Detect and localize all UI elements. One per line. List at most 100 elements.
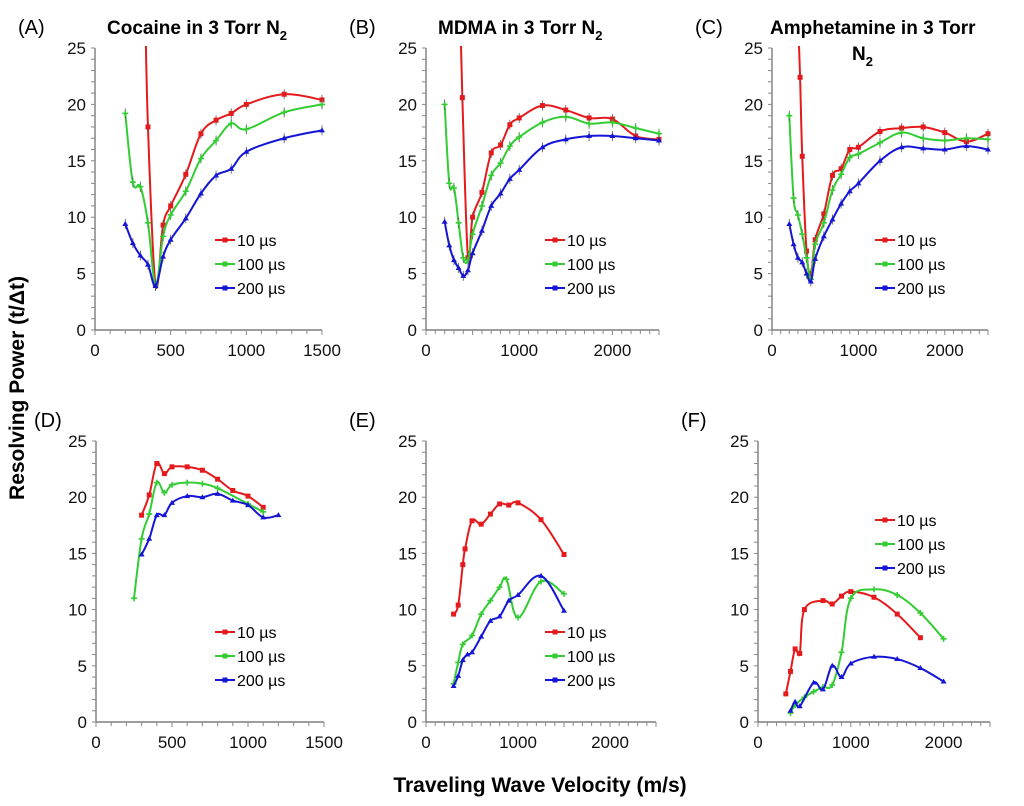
data-point xyxy=(561,552,567,558)
data-point xyxy=(808,271,814,277)
series-line xyxy=(133,480,264,599)
data-point xyxy=(829,172,835,178)
data-point xyxy=(146,492,152,498)
data-point xyxy=(469,250,476,256)
data-point xyxy=(799,153,805,159)
legend-entry: 10 µs xyxy=(545,625,606,642)
x-tick-label: 2000 xyxy=(593,341,631,360)
legend-entry: 10 µs xyxy=(875,233,936,250)
legend-marker xyxy=(222,677,228,683)
legend-label: 10 µs xyxy=(897,233,936,250)
legend-marker xyxy=(222,629,228,635)
data-point xyxy=(464,267,471,273)
panel-title: Amphetamine in 3 Torr xyxy=(770,18,976,39)
y-tick-label: 25 xyxy=(398,432,417,451)
data-point xyxy=(656,137,662,143)
data-point xyxy=(214,490,221,496)
series-10s xyxy=(459,46,662,264)
y-tick-label: 20 xyxy=(744,95,763,114)
y-tick-label: 15 xyxy=(744,152,763,171)
data-point xyxy=(507,122,513,128)
legend-marker xyxy=(552,653,558,659)
data-point xyxy=(855,144,861,150)
legend-label: 100 µs xyxy=(237,649,285,666)
x-tick-label: 1500 xyxy=(305,733,343,752)
data-point xyxy=(855,180,862,186)
data-point xyxy=(898,144,905,150)
panel-title-main: Cocaine in 3 Torr N xyxy=(107,18,280,39)
legend-marker xyxy=(222,261,228,267)
y-tick-label: 10 xyxy=(744,208,763,227)
data-point xyxy=(515,500,521,506)
legend-marker xyxy=(552,285,558,291)
data-point xyxy=(228,110,234,116)
data-point xyxy=(470,214,476,220)
data-point xyxy=(478,227,485,233)
series-10s xyxy=(797,46,991,279)
data-point xyxy=(505,597,512,603)
data-point xyxy=(469,518,475,524)
data-point xyxy=(829,216,836,222)
x-tick-label: 2000 xyxy=(925,733,963,752)
legend-entry: 10 µs xyxy=(215,233,276,250)
data-point xyxy=(479,189,485,195)
data-point xyxy=(182,215,189,221)
data-point xyxy=(183,171,189,177)
data-point xyxy=(506,502,512,508)
data-point xyxy=(838,200,845,206)
data-point xyxy=(131,595,137,602)
x-tick-label: 0 xyxy=(767,341,776,360)
data-point xyxy=(820,598,826,604)
x-tick-label: 1000 xyxy=(227,341,265,360)
data-point xyxy=(281,135,288,141)
series-line xyxy=(459,46,660,264)
data-point xyxy=(540,103,545,109)
data-point xyxy=(586,120,593,127)
data-point xyxy=(243,101,249,107)
y-axis-label: Resolving Power (t/Δt) xyxy=(6,276,29,500)
legend-marker xyxy=(222,653,228,659)
x-tick-label: 1000 xyxy=(229,733,267,752)
data-point xyxy=(787,707,794,713)
data-point xyxy=(871,594,877,600)
data-point xyxy=(138,551,145,557)
series-200s xyxy=(450,572,567,689)
data-point xyxy=(487,597,494,604)
legend-label: 100 µs xyxy=(897,537,945,554)
data-point xyxy=(819,686,826,692)
data-point xyxy=(197,155,204,162)
series-line xyxy=(788,145,989,284)
data-point xyxy=(460,254,467,261)
panel-A: 0 5 10 15 20 25 0 500 1000 1500 (A) Cocaine in 3 To… xyxy=(18,17,341,360)
data-point xyxy=(450,683,457,689)
data-point xyxy=(441,101,448,108)
data-point xyxy=(563,107,569,113)
data-point xyxy=(498,142,504,148)
x-tick-label: 1500 xyxy=(303,341,341,360)
y-tick-label: 5 xyxy=(408,657,417,676)
data-point xyxy=(199,480,206,487)
data-point xyxy=(894,591,901,598)
data-point xyxy=(506,143,513,150)
legend-entry: 200 µs xyxy=(215,281,285,298)
legend-entry: 10 µs xyxy=(875,513,936,530)
data-point xyxy=(319,101,325,108)
x-tick-label: 1000 xyxy=(500,341,538,360)
data-point xyxy=(182,188,189,195)
y-tick-label: 15 xyxy=(67,152,86,171)
data-point xyxy=(199,494,206,500)
y-tick-label: 20 xyxy=(730,488,749,507)
series-100s xyxy=(441,99,662,266)
x-tick-label: 2000 xyxy=(926,341,964,360)
data-point xyxy=(538,578,544,585)
data-point xyxy=(455,602,461,608)
data-point xyxy=(281,91,287,97)
y-tick-label: 5 xyxy=(408,265,417,284)
panel-C: 0 5 10 15 20 25 0 1000 2000 (C) Amphetamine in 3 T… xyxy=(695,17,991,360)
data-point xyxy=(153,512,160,518)
y-tick-label: 0 xyxy=(408,713,417,732)
data-point xyxy=(441,218,448,224)
data-point xyxy=(243,148,250,154)
data-point xyxy=(803,270,810,276)
panel-title-line2: N2 xyxy=(852,44,873,69)
